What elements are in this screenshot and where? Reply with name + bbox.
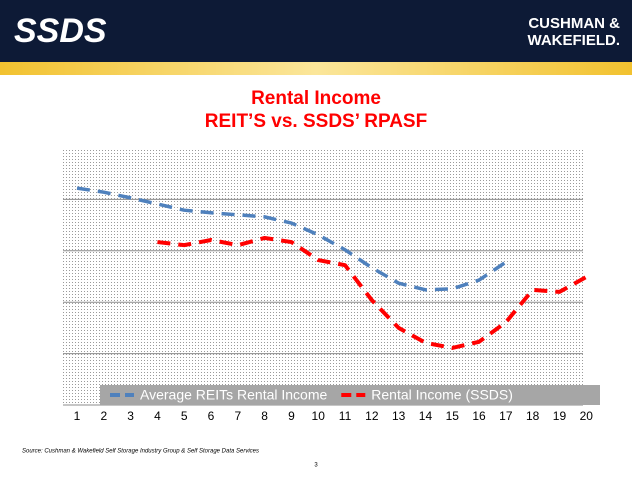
brand: WAKEFIELD. (528, 32, 621, 49)
chart-title: REIT’S vs. SSDS’ RPASF (205, 111, 427, 132)
x-tick-label: 11 (339, 409, 352, 423)
x-tick-label: 3 (127, 409, 134, 423)
series-line (76, 186, 507, 292)
plot-area (63, 148, 583, 405)
header-strip (0, 62, 632, 75)
x-tick-label: 18 (526, 409, 540, 423)
x-tick-label: 17 (499, 409, 513, 423)
x-tick-label: 2 (100, 409, 107, 423)
page-number: 3 (314, 463, 318, 469)
brand: CUSHMAN & (528, 15, 620, 32)
x-tick-label: 13 (392, 409, 406, 423)
x-tick-label: 16 (472, 409, 486, 423)
legend-label: Rental Income (SSDS) (371, 387, 513, 403)
x-tick-label: 5 (181, 409, 188, 423)
x-tick-label: 12 (365, 409, 379, 423)
x-tick-label: 19 (553, 409, 567, 423)
header-bar (0, 0, 632, 62)
x-tick-label: 1 (74, 409, 81, 423)
x-tick-label: 20 (580, 409, 594, 423)
source: Source: Cushman & Wakefield Self Storage… (22, 449, 259, 455)
x-tick-label: 4 (154, 409, 161, 423)
series-line (157, 235, 588, 350)
x-tick-label: 9 (288, 409, 295, 423)
x-tick-label: 6 (208, 409, 215, 423)
x-tick-label: 14 (419, 409, 433, 423)
x-tick-label: 15 (446, 409, 460, 423)
legend-label: Average REITs Rental Income (140, 387, 327, 403)
x-tick-label: 10 (312, 409, 326, 423)
x-tick-label: 8 (261, 409, 268, 423)
x-tick-label: 7 (234, 409, 241, 423)
logo: SSDS (14, 12, 107, 50)
chart-title: Rental Income (251, 88, 381, 109)
